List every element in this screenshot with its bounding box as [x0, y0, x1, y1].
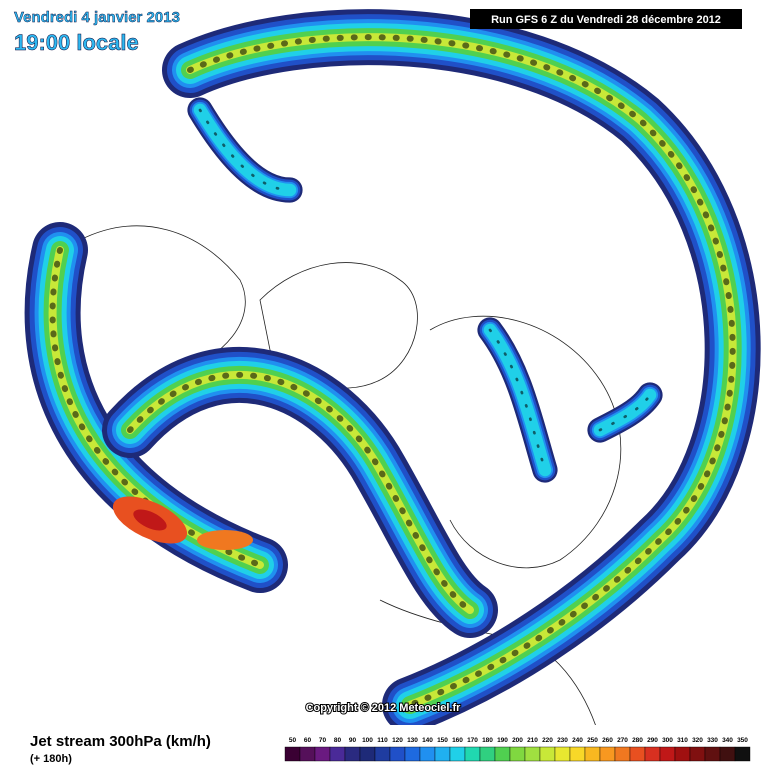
- jet-band: [193, 103, 297, 197]
- colorbar-swatch: [734, 746, 751, 762]
- colorbar-label: 240: [572, 737, 583, 744]
- colorbar-label: 310: [677, 737, 688, 744]
- colorbar-label: 300: [662, 737, 673, 744]
- colorbar-swatch: [479, 746, 496, 762]
- colorbar-label: 50: [289, 737, 297, 744]
- colorbar-swatch: [704, 746, 721, 762]
- colorbar-label: 150: [437, 737, 448, 744]
- jet-core: [133, 509, 167, 531]
- colorbar-label: 220: [542, 737, 553, 744]
- colorbar-label: 230: [557, 737, 568, 744]
- wind-arrows: [598, 393, 652, 432]
- colorbar: 50 60 70 80 90 100 110 120 130 140 150 160 170 180 190…: [284, 737, 751, 762]
- jet-streams: [24, 9, 761, 733]
- colorbar-label: 160: [452, 737, 463, 744]
- colorbar-label: 140: [422, 737, 433, 744]
- jet-band: [483, 323, 552, 477]
- colorbar-swatch: [689, 746, 706, 762]
- colorbar-swatch: [629, 746, 646, 762]
- time-label: 19:00 locale: [14, 30, 139, 55]
- colorbar-swatch: [299, 746, 316, 762]
- colorbar-label: 320: [692, 737, 703, 744]
- eurasia-coast: [429, 315, 622, 569]
- colorbar-swatch: [419, 746, 436, 762]
- colorbar-label: 170: [467, 737, 478, 744]
- colorbar-swatch: [449, 746, 466, 762]
- colorbar-label: 110: [377, 737, 388, 744]
- colorbar-swatch: [494, 746, 511, 762]
- colorbar-label: 330: [707, 737, 718, 744]
- colorbar-swatch: [374, 746, 391, 762]
- colorbar-swatch: [614, 746, 631, 762]
- jet-max: [197, 530, 253, 550]
- colorbar-label: 260: [602, 737, 613, 744]
- colorbar-swatch: [434, 746, 451, 762]
- colorbar-label: 90: [349, 737, 357, 744]
- colorbar-swatch: [404, 746, 421, 762]
- colorbar-label: 350: [737, 737, 748, 744]
- run-label: Run GFS 6 Z du Vendredi 28 décembre 2012: [491, 14, 721, 26]
- run-box: [470, 9, 742, 29]
- colorbar-label: 280: [632, 737, 643, 744]
- date-label: Vendredi 4 janvier 2013: [14, 9, 180, 26]
- colorbar-swatch: [344, 746, 361, 762]
- legend-title: Jet stream 300hPa (km/h): [30, 733, 211, 750]
- colorbar-label: 340: [722, 737, 733, 744]
- colorbar-label: 210: [527, 737, 538, 744]
- colorbar-swatch: [674, 746, 691, 762]
- colorbar-label: 130: [407, 737, 418, 744]
- colorbar-swatch: [524, 746, 541, 762]
- colorbar-swatch: [569, 746, 586, 762]
- colorbar-label: 60: [304, 737, 312, 744]
- colorbar-swatch: [329, 746, 346, 762]
- colorbar-swatch: [659, 746, 676, 762]
- colorbar-label: 250: [587, 737, 598, 744]
- colorbar-label: 100: [362, 737, 373, 744]
- colorbar-swatch: [389, 746, 406, 762]
- colorbar-swatch: [509, 746, 526, 762]
- colorbar-swatch: [644, 746, 661, 762]
- colorbar-label: 290: [647, 737, 658, 744]
- colorbar-label: 70: [319, 737, 327, 744]
- colorbar-label: 120: [392, 737, 403, 744]
- lead-time: (+ 180h): [30, 753, 72, 765]
- colorbar-label: 80: [334, 737, 342, 744]
- wind-arrows: [187, 34, 736, 708]
- colorbar-label: 180: [482, 737, 493, 744]
- colorbar-swatch: [314, 746, 331, 762]
- colorbar-label: 190: [497, 737, 508, 744]
- colorbar-swatch: [719, 746, 736, 762]
- colorbar-swatch: [464, 746, 481, 762]
- colorbar-label: 200: [512, 737, 523, 744]
- wind-arrows: [127, 372, 473, 613]
- colorbar-swatch: [584, 746, 601, 762]
- colorbar-swatch: [554, 746, 571, 762]
- copyright: Copyright © 2012 Meteociel.fr: [306, 702, 462, 714]
- colorbar-label: 270: [617, 737, 628, 744]
- colorbar-swatch: [599, 746, 616, 762]
- colorbar-swatch: [539, 746, 556, 762]
- colorbar-swatch: [284, 746, 301, 762]
- colorbar-swatch: [359, 746, 376, 762]
- wind-arrows: [49, 247, 263, 568]
